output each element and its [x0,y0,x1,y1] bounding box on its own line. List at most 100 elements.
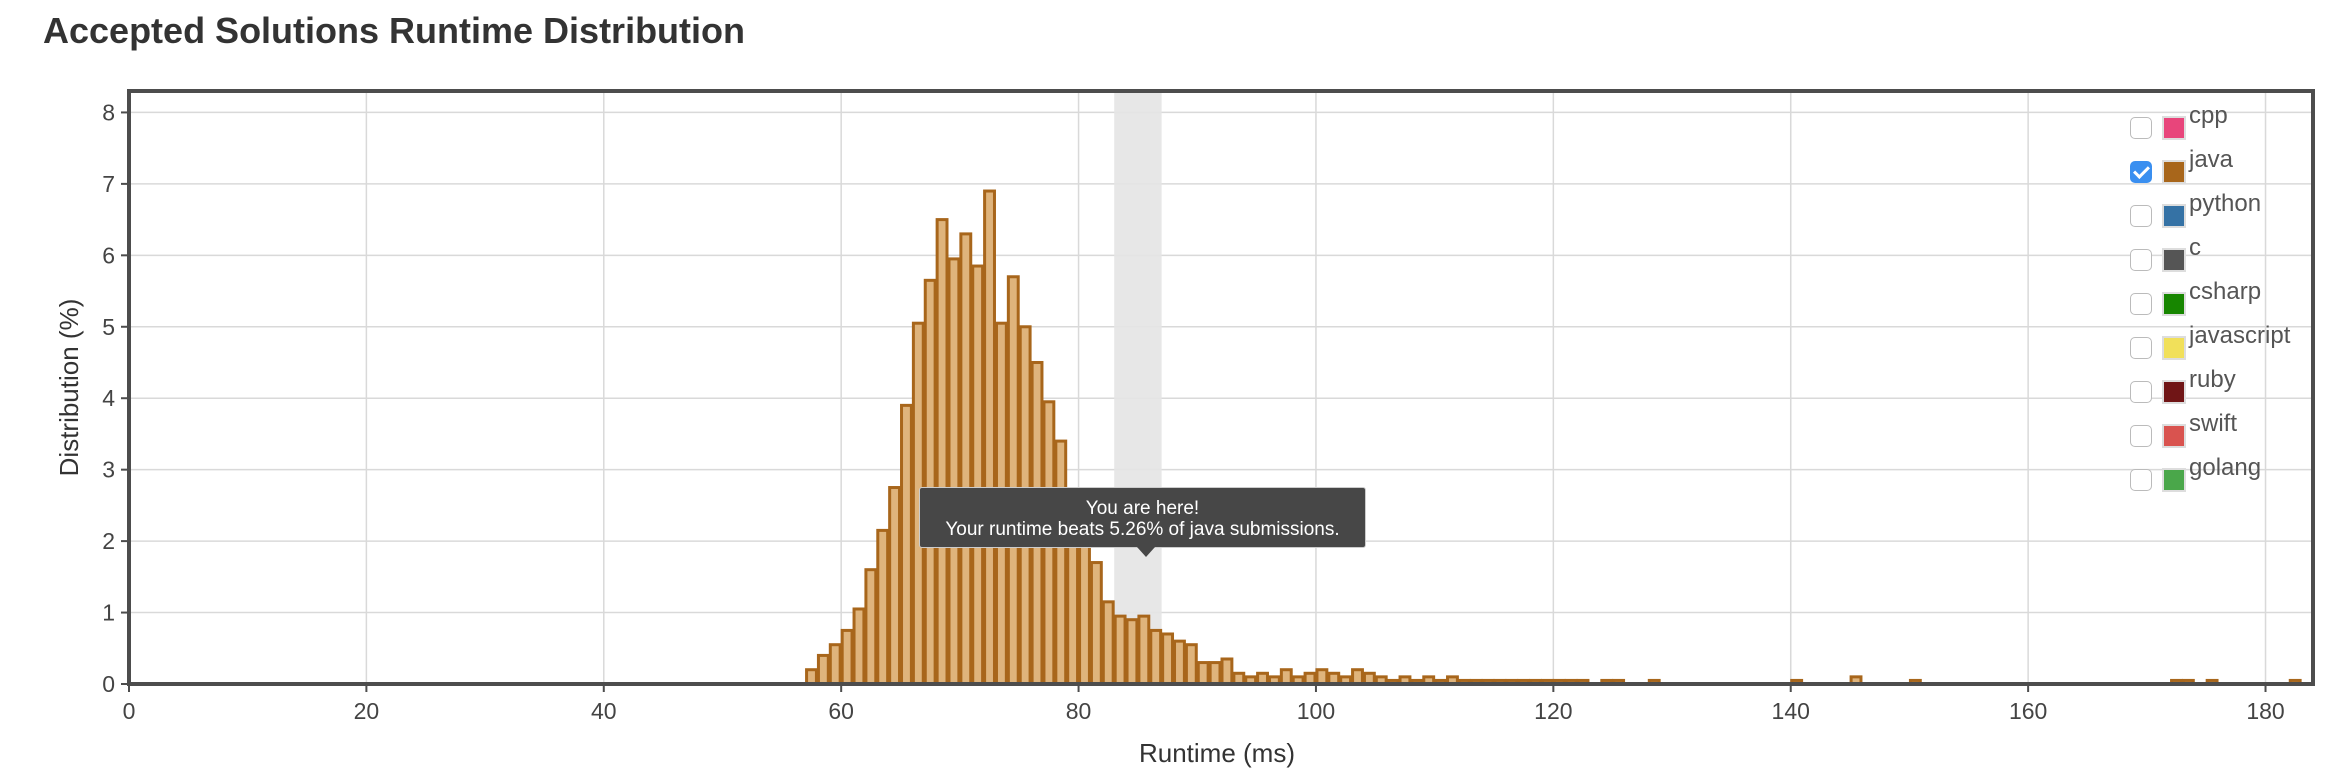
histogram-bar [900,403,913,686]
histogram-bar [959,232,973,686]
legend-swatch-csharp [2162,292,2186,316]
histogram-bar [828,643,842,686]
x-tick-label: 100 [1297,698,1335,724]
legend-swatch-c [2162,248,2186,272]
y-axis-label: Distribution (%) [54,299,84,477]
histogram-bar [1125,618,1139,686]
legend-item-python[interactable]: python [2130,190,2290,234]
chart-grid [128,91,2313,685]
legend-checkbox-csharp[interactable] [2130,293,2152,315]
y-tick-label: 3 [102,457,115,483]
x-tick-label: 140 [1772,698,1810,724]
histogram-bar [1089,561,1103,686]
runtime-tooltip: You are here! Your runtime beats 5.26% o… [919,487,1366,548]
legend-swatch-golang [2162,468,2186,492]
histogram-bar [864,568,878,686]
histogram-bar [983,189,996,686]
page-title: Accepted Solutions Runtime Distribution [43,10,746,51]
histogram-bar [1054,439,1068,686]
histogram-bar [1137,614,1151,686]
legend-item-c[interactable]: c [2130,234,2290,278]
x-tick-label: 80 [1066,698,1092,724]
histogram-bar [876,528,890,686]
legend-checkbox-cpp[interactable] [2130,117,2152,139]
legend-swatch-ruby [2162,380,2186,404]
x-tick-label: 120 [1534,698,1572,724]
legend-label: ruby [2189,366,2236,393]
legend-item-ruby[interactable]: ruby [2130,366,2290,410]
x-axis-label: Runtime (ms) [1139,738,1295,768]
histogram-bar [971,264,985,686]
x-tick-label: 160 [2009,698,2047,724]
legend-checkbox-java[interactable] [2130,161,2152,183]
legend-checkbox-golang[interactable] [2130,469,2152,491]
histogram-bar [816,653,830,686]
x-tick-label: 20 [354,698,380,724]
legend-item-csharp[interactable]: csharp [2130,278,2290,322]
legend-label: javascript [2189,322,2291,349]
histogram-bar [1279,668,1293,686]
y-tick-label: 5 [102,314,115,340]
histogram-bar [1101,600,1115,686]
legend-label: python [2189,190,2262,217]
tooltip-detail: Your runtime beats 5.26% of java submiss… [945,519,1340,540]
y-tick-label: 6 [102,242,115,268]
histogram-bar [1184,643,1198,686]
histogram-bar [805,668,818,686]
y-tick-label: 4 [102,385,115,411]
histogram-bar [1351,668,1364,686]
current-runtime-highlight [1114,91,1162,684]
legend-checkbox-swift[interactable] [2130,425,2152,447]
histogram-bar [1006,275,1020,686]
y-tick-label: 7 [102,171,115,197]
legend-checkbox-ruby[interactable] [2130,381,2152,403]
legend-swatch-java [2162,160,2186,184]
legend-item-golang[interactable]: golang [2130,454,2290,498]
y-tick-label: 8 [102,99,115,125]
legend-label: swift [2189,410,2237,437]
legend-label: cpp [2189,102,2228,129]
y-tick-label: 2 [102,528,115,554]
legend-item-swift[interactable]: swift [2130,410,2290,454]
legend-item-javascript[interactable]: javascript [2130,322,2290,366]
legend-item-java[interactable]: java [2130,146,2290,190]
histogram-bar [1196,661,1210,686]
histogram-bar [852,607,866,686]
histogram-bar [1149,628,1163,686]
histogram-bar [1208,661,1222,686]
legend-swatch-swift [2162,424,2186,448]
histogram-bar [1173,639,1186,686]
histogram-bar [923,278,937,686]
legend-swatch-cpp [2162,116,2186,140]
y-tick-label: 0 [102,671,115,697]
axis-ticks: 0 20 40 60 80 100 120 140 160 180 0 1 2 3 4 5 6 7 8 [102,99,2285,724]
legend-swatch-python [2162,204,2186,228]
legend-checkbox-javascript[interactable] [2130,337,2152,359]
tooltip-arrow [1137,547,1155,557]
legend-checkbox-python[interactable] [2130,205,2152,227]
legend-item-cpp[interactable]: cpp [2130,102,2290,146]
language-legend: cpp java python c csharp javascript ruby swift g… [2130,102,2290,498]
histogram-bar [1078,536,1091,686]
histogram-bar [1161,632,1175,686]
x-tick-label: 40 [591,698,617,724]
histogram-bar [1220,657,1234,686]
histogram-bar [840,628,854,686]
plot-area-border [127,89,2315,686]
histogram-bar [947,257,961,686]
tooltip-headline: You are here! [1085,498,1200,519]
x-tick-label: 60 [828,698,854,724]
x-tick-label: 180 [2246,698,2284,724]
legend-checkbox-c[interactable] [2130,249,2152,271]
legend-label: csharp [2189,278,2262,305]
x-tick-label: 0 [123,698,136,724]
legend-label: c [2189,234,2201,261]
legend-label: golang [2189,454,2262,481]
histogram-bar [888,486,902,686]
histogram-bar [1315,668,1329,686]
histogram-bar [1113,614,1127,686]
y-tick-label: 1 [102,600,115,626]
legend-label: java [2189,146,2234,173]
legend-swatch-javascript [2162,336,2186,360]
